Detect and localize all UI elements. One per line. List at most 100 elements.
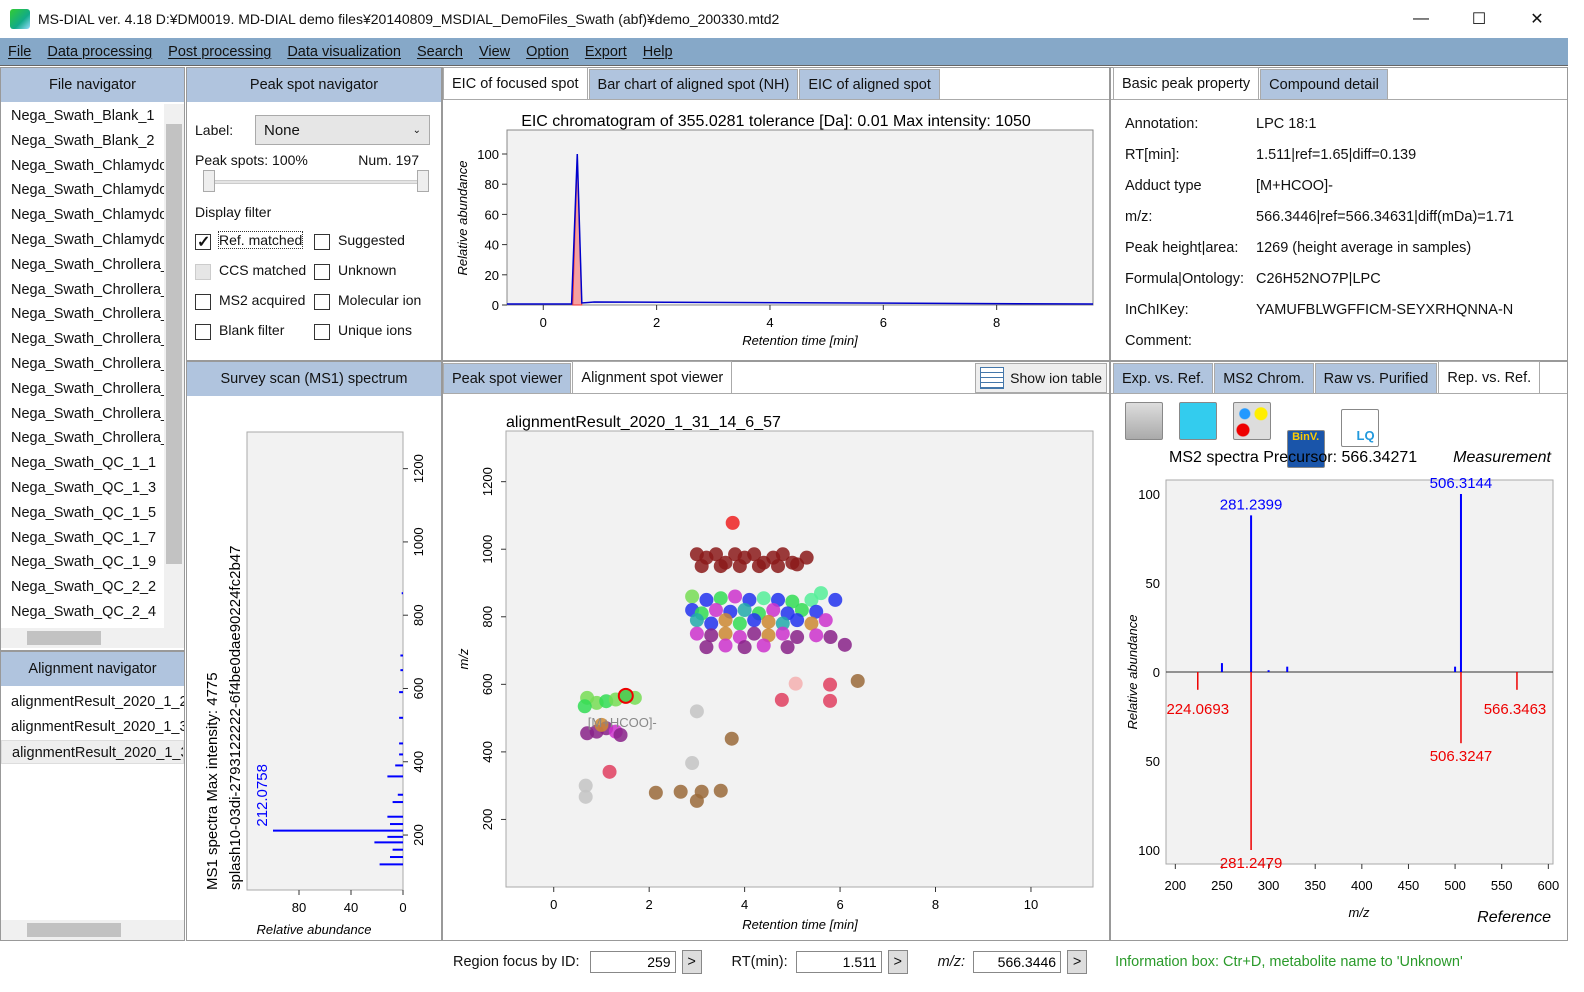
file-item[interactable]: Nega_Swath_Chrollera_ [11, 380, 164, 397]
file-list-vscrollbar[interactable] [164, 104, 184, 628]
tab-exp-vs-ref[interactable]: Exp. vs. Ref. [1113, 363, 1214, 393]
tab-peak-spot-viewer[interactable]: Peak spot viewer [443, 363, 572, 393]
tab-bar-chart-aligned[interactable]: Bar chart of aligned spot (NH) [588, 69, 799, 99]
file-item[interactable]: Nega_Swath_Chrollera_ [11, 281, 164, 298]
y-tick-label: 50 [1146, 576, 1160, 591]
menu-data-visualization[interactable]: Data visualization [287, 43, 401, 60]
menu-file[interactable]: File [8, 43, 32, 60]
menu-help[interactable]: Help [642, 43, 673, 60]
file-item[interactable]: Nega_Swath_Chrollera_ [11, 405, 164, 422]
alignment-item[interactable]: alignmentResult_2020_1_2 [11, 694, 184, 710]
alignment-list-hscrollbar[interactable] [1, 920, 184, 940]
lq-icon[interactable]: LQ [1340, 409, 1379, 447]
file-item[interactable]: Nega_Swath_Chlamydo [11, 207, 164, 224]
spectrum-search-icon[interactable] [1125, 402, 1163, 440]
file-item[interactable]: Nega_Swath_Chrollera_ [11, 355, 164, 372]
tab-eic-aligned[interactable]: EIC of aligned spot [799, 69, 940, 99]
file-item[interactable]: Nega_Swath_Chrollera_ [11, 331, 164, 348]
filter-unknown[interactable]: Unknown [314, 262, 433, 280]
mz-go-button[interactable]: > [1067, 950, 1088, 974]
file-item[interactable]: Nega_Swath_QC_2_2 [11, 579, 157, 596]
file-list: Nega_Swath_Blank_1 Nega_Swath_Blank_2 Nega… [1, 102, 164, 626]
scatter-point [809, 604, 824, 619]
checkbox[interactable] [314, 323, 330, 340]
region-go-button[interactable]: > [681, 950, 702, 974]
checkbox[interactable] [314, 293, 330, 310]
show-ion-table-button[interactable]: Show ion table [975, 363, 1107, 393]
maximize-button[interactable]: ☐ [1471, 11, 1487, 28]
file-item[interactable]: Nega_Swath_Chrollera_ [11, 306, 164, 323]
rt-go-button[interactable]: > [887, 950, 908, 974]
tab-basic-peak-property[interactable]: Basic peak property [1113, 67, 1260, 99]
filter-unique-ions[interactable]: Unique ions [314, 322, 433, 340]
menu-post-processing[interactable]: Post processing [168, 43, 272, 60]
file-item[interactable]: Nega_Swath_Blank_2 [11, 132, 155, 149]
peak-spot-navigator-panel: Peak spot navigator Label: None ⌄ Peak sp… [186, 67, 442, 361]
tab-compound-detail[interactable]: Compound detail [1260, 69, 1388, 99]
checkbox[interactable] [195, 293, 211, 310]
molecular-network-icon[interactable] [1232, 402, 1271, 440]
slider-min-handle[interactable] [203, 170, 215, 192]
scatter-point [785, 594, 800, 609]
file-item[interactable]: Nega_Swath_Chrollera_ [11, 256, 164, 273]
file-item[interactable]: Nega_Swath_QC_1_9 [11, 554, 157, 571]
checkbox[interactable] [195, 323, 211, 340]
binv-icon[interactable]: BinV. [1286, 430, 1325, 468]
checkbox[interactable] [195, 263, 211, 280]
file-item[interactable]: Nega_Swath_Chlamydo [11, 182, 164, 199]
filter-ref-matched[interactable]: Ref. matched [195, 231, 314, 252]
tab-ms2-chrom[interactable]: MS2 Chrom. [1214, 363, 1314, 393]
minimize-button[interactable]: — [1413, 10, 1429, 27]
file-item[interactable]: Nega_Swath_QC_1_7 [11, 529, 157, 546]
file-list-hscrollbar[interactable] [1, 628, 184, 648]
menu-view[interactable]: View [478, 43, 511, 60]
file-item[interactable]: Nega_Swath_Chlamydo [11, 157, 164, 174]
tab-raw-vs-purified[interactable]: Raw vs. Purified [1314, 363, 1438, 393]
close-button[interactable]: ✕ [1530, 11, 1544, 28]
checkbox[interactable] [195, 232, 211, 252]
alignment-item[interactable]: alignmentResult_2020_1_3 [11, 718, 184, 735]
scatter-point [774, 692, 789, 707]
file-item[interactable]: Nega_Swath_Chlamydo [11, 231, 164, 248]
filter-ms2-acquired[interactable]: MS2 acquired [195, 292, 314, 310]
menu-data-processing[interactable]: Data processing [47, 43, 153, 60]
peak-spots-range-slider[interactable] [195, 168, 433, 198]
scatter-point [775, 616, 790, 631]
file-item[interactable]: Nega_Swath_QC_1_3 [11, 479, 157, 496]
filter-blank-filter[interactable]: Blank filter [195, 322, 314, 340]
alignment-item-selected[interactable]: alignmentResult_2020_1_3 [1, 739, 184, 765]
scatter-title: alignmentResult_2020_1_31_14_6_57 [506, 414, 781, 431]
filter-ccs-matched[interactable]: CCS matched [195, 262, 314, 280]
scatter-point [689, 793, 704, 808]
scatter-point [713, 591, 728, 606]
label-dropdown[interactable]: None ⌄ [255, 115, 430, 145]
filter-molecular-ion[interactable]: Molecular ion [314, 292, 433, 310]
menu-option[interactable]: Option [526, 43, 569, 60]
property-key: m/z: [1125, 208, 1153, 225]
x-tick-label: 500 [1444, 878, 1466, 893]
scatter-point [790, 557, 805, 572]
slider-max-handle[interactable] [417, 170, 429, 192]
file-item[interactable]: Nega_Swath_QC_1_5 [11, 504, 157, 521]
mz-input[interactable] [973, 951, 1062, 973]
file-item[interactable]: Nega_Swath_QC_1_1 [11, 455, 157, 472]
file-item[interactable]: Nega_Swath_Blank_1 [11, 108, 155, 124]
file-item[interactable]: Nega_Swath_QC_2_4 [11, 603, 157, 620]
y-tick-label: 40 [485, 238, 499, 253]
region-focus-label: Region focus by ID: [453, 954, 580, 970]
checkbox[interactable] [314, 233, 330, 250]
tab-eic-focused[interactable]: EIC of focused spot [443, 67, 588, 99]
checkbox[interactable] [314, 263, 330, 280]
rt-input[interactable] [795, 951, 882, 973]
alignment-scatter-chart: alignmentResult_2020_1_31_14_6_57 0 2 4 6 8 10… [456, 414, 1094, 932]
tab-alignment-spot-viewer[interactable]: Alignment spot viewer [572, 361, 733, 393]
region-id-input[interactable] [589, 951, 676, 973]
compare-spectra-icon[interactable] [1178, 402, 1217, 440]
y-tick-label: 80 [485, 177, 499, 192]
filter-suggested[interactable]: Suggested [314, 232, 433, 250]
file-item[interactable]: Nega_Swath_Chrollera_ [11, 430, 164, 447]
menu-export[interactable]: Export [584, 43, 627, 60]
tab-rep-vs-ref[interactable]: Rep. vs. Ref. [1438, 361, 1541, 393]
menu-search[interactable]: Search [416, 43, 463, 60]
